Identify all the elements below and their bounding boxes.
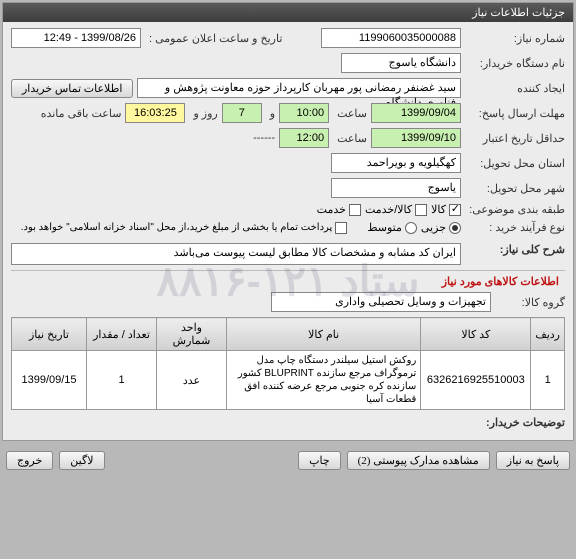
label-dash: ------ — [249, 132, 275, 144]
field-creator: سید غضنفر رمضانی پور مهربان کارپرداز حوز… — [137, 78, 461, 98]
col-name: نام کالا — [227, 318, 421, 351]
contact-info-button[interactable]: اطلاعات تماس خریدار — [11, 79, 133, 98]
table-row[interactable]: 1 6326216925510003 روکش استیل سیلندر دست… — [12, 351, 565, 410]
bottom-bar: پاسخ به نیاز مشاهده مدارک پیوستی (2) چاپ… — [0, 447, 576, 474]
radio-small-label: جزیی — [421, 221, 446, 234]
label-process-type: نوع فرآیند خرید : — [465, 221, 565, 234]
label-city: شهر محل تحویل: — [465, 182, 565, 195]
reply-button[interactable]: پاسخ به نیاز — [496, 451, 570, 470]
form-content: شماره نیاز: 1199060035000088 تاریخ و ساع… — [3, 22, 573, 440]
field-city: یاسوج — [331, 178, 461, 198]
field-need-no: 1199060035000088 — [321, 28, 461, 48]
label-province: استان محل تحویل: — [465, 157, 565, 170]
col-qty: تعداد / مقدار — [87, 318, 157, 351]
table-header-row: ردیف کد کالا نام کالا واحد شمارش تعداد /… — [12, 318, 565, 351]
chk-goods-label: کالا — [431, 203, 446, 216]
attachments-button[interactable]: مشاهده مدارک پیوستی (2) — [347, 451, 490, 470]
checkbox-icon — [335, 222, 347, 234]
label-buyer-notes: توضیحات خریدار: — [482, 416, 565, 429]
chk-service[interactable]: خدمت — [317, 203, 361, 216]
label-day-and: روز و — [189, 107, 217, 120]
window-title: جزئیات اطلاعات نیاز — [3, 3, 573, 22]
checkbox-icon — [449, 204, 461, 216]
label-buyer-org: نام دستگاه خریدار: — [465, 57, 565, 70]
field-validity-date: 1399/09/10 — [371, 128, 461, 148]
label-creator: ایجاد کننده — [465, 82, 565, 95]
label-group: گروه کالا: — [495, 296, 565, 309]
field-answer-days: 7 — [222, 103, 262, 123]
cell-code: 6326216925510003 — [421, 351, 531, 410]
print-button[interactable]: چاپ — [298, 451, 341, 470]
label-desc: شرح کلی نیاز: — [465, 243, 565, 256]
cell-date: 1399/09/15 — [12, 351, 87, 410]
label-validity: حداقل تاریخ اعتبار — [465, 132, 565, 145]
radio-icon — [405, 222, 417, 234]
col-row: ردیف — [531, 318, 565, 351]
field-validity-time: 12:00 — [279, 128, 329, 148]
label-pub-datetime: تاریخ و ساعت اعلان عمومی : — [145, 32, 282, 45]
field-group: تجهیزات و وسایل تحصیلی واداری — [271, 292, 491, 312]
label-hour2: ساعت — [333, 132, 367, 145]
field-buyer-org: دانشگاه یاسوج — [341, 53, 461, 73]
goods-section-title: اطلاعات کالاهای مورد نیاز — [11, 270, 565, 292]
chk-goods[interactable]: کالا — [431, 203, 461, 216]
exit-button[interactable]: خروج — [6, 451, 53, 470]
chk-goods-service[interactable]: کالا/خدمت — [365, 203, 427, 216]
radio-medium-label: متوسط — [367, 221, 402, 234]
radio-icon — [449, 222, 461, 234]
field-answer-time: 10:00 — [279, 103, 329, 123]
field-province: کهگیلویه و بویراحمد — [331, 153, 461, 173]
col-unit: واحد شمارش — [157, 318, 227, 351]
login-button[interactable]: لاگین — [59, 451, 104, 470]
label-need-no: شماره نیاز: — [465, 32, 565, 45]
cell-qty: 1 — [87, 351, 157, 410]
label-answer-deadline: مهلت ارسال پاسخ: — [465, 107, 565, 120]
radio-small[interactable]: جزیی — [421, 221, 461, 234]
cell-row: 1 — [531, 351, 565, 410]
process-note-text: پرداخت تمام یا بخشی از مبلغ خرید،از محل … — [21, 222, 333, 233]
radio-medium[interactable]: متوسط — [367, 221, 417, 234]
col-code: کد کالا — [421, 318, 531, 351]
field-answer-date: 1399/09/04 — [371, 103, 461, 123]
label-and: و — [266, 107, 275, 120]
chk-service-label: خدمت — [317, 203, 346, 216]
chk-gs-label: کالا/خدمت — [365, 203, 412, 216]
field-desc: ایران کد مشابه و مشخصات کالا مطابق لیست … — [11, 243, 461, 265]
checkbox-icon — [349, 204, 361, 216]
cell-unit: عدد — [157, 351, 227, 410]
col-date: تاریخ نیاز — [12, 318, 87, 351]
checkbox-icon — [415, 204, 427, 216]
main-panel: جزئیات اطلاعات نیاز شماره نیاز: 11990600… — [2, 2, 574, 441]
label-remaining: ساعت باقی مانده — [37, 107, 122, 120]
chk-treasury[interactable]: پرداخت تمام یا بخشی از مبلغ خرید،از محل … — [21, 222, 348, 234]
field-pub-datetime: 1399/08/26 - 12:49 — [11, 28, 141, 48]
label-hour1: ساعت — [333, 107, 367, 120]
goods-table: ردیف کد کالا نام کالا واحد شمارش تعداد /… — [11, 317, 565, 410]
cell-name: روکش استیل سیلندر دستگاه چاپ مدل ترموگرا… — [227, 351, 421, 410]
label-classification: طبقه بندی موضوعی: — [465, 203, 565, 216]
field-countdown: 16:03:25 — [125, 103, 185, 123]
